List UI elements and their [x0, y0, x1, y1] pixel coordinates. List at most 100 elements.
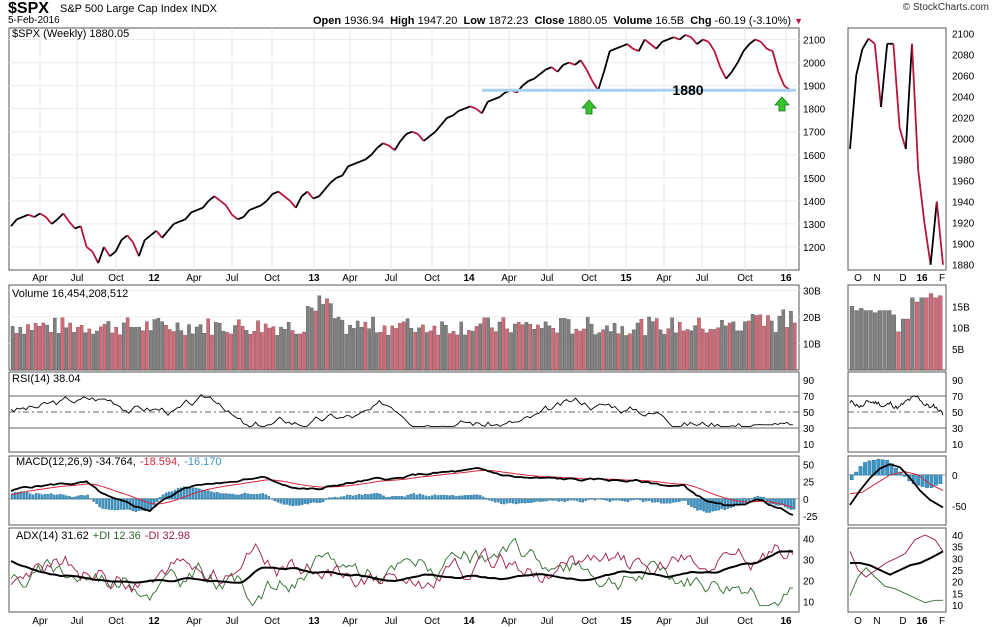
price-segment [539, 68, 547, 75]
macd-histogram-bar [593, 498, 597, 501]
x-axis-bottom-tick: Oct [581, 616, 597, 627]
price-segment [423, 135, 431, 142]
macd-histogram-bar [397, 495, 400, 500]
macd-histogram-bar [182, 486, 186, 500]
price-segment [719, 66, 727, 80]
macd-histogram-bar [216, 492, 219, 500]
volume-bar [10, 326, 15, 371]
macd-histogram-bar [533, 498, 536, 503]
macd-histogram-bar [424, 495, 427, 500]
macd-histogram-bar [22, 491, 26, 500]
change-label: Chg [690, 15, 712, 27]
volume-bar [233, 325, 237, 371]
price-segment [324, 181, 332, 190]
x-axis-bottom-tick: Apr [501, 616, 517, 627]
macd-histogram-bar [213, 492, 216, 500]
macd-histogram-bar [714, 498, 717, 511]
price-segment [91, 251, 100, 264]
macd-histogram-bar [279, 498, 283, 504]
x-axis-bottom-tick: Apr [186, 616, 202, 627]
volume-bar [225, 332, 230, 371]
daily-price-segment [861, 38, 870, 50]
volume-bar [697, 317, 701, 371]
macd-histogram-bar [696, 498, 699, 511]
macd-histogram-bar [496, 498, 500, 503]
exchange-label: INDX [190, 3, 217, 15]
daily-price-tick: 1980 [952, 156, 975, 167]
volume-bar [662, 334, 667, 371]
price-segment [446, 114, 454, 119]
volume-bar [417, 327, 421, 371]
price-segment [615, 45, 622, 50]
price-segment [370, 147, 378, 156]
macd-histogram-bar [499, 498, 503, 504]
price-segment [702, 38, 709, 43]
macd-histogram-bar [430, 495, 434, 500]
macd-histogram-bar [364, 494, 367, 500]
macd-histogram-bar [457, 495, 461, 500]
stockcharts-credit[interactable]: © StockCharts.com [902, 2, 989, 13]
x-axis-bottom-tick: Apr [342, 616, 358, 627]
daily-rsi-line [849, 395, 944, 416]
daily-x-tick: N [873, 616, 880, 627]
x-axis-top-tick: Jul [226, 273, 239, 284]
quote-date: 5-Feb-2016 [8, 15, 60, 26]
price-panel-label: $SPX (Weekly) 1880.05 [12, 28, 129, 40]
macd-histogram-bar [385, 497, 388, 500]
volume-bar [635, 322, 640, 371]
volume-bar [766, 315, 770, 371]
macd-histogram-bar [116, 498, 120, 511]
volume-bar [513, 323, 517, 371]
macd-histogram-bar [484, 497, 488, 500]
macd-histogram-bar [518, 498, 521, 504]
price-segment [353, 160, 361, 165]
daily-volume-bar [849, 306, 855, 371]
volume-bar [221, 331, 226, 371]
volume-bar [371, 316, 375, 371]
x-axis-top-tick: 12 [148, 273, 160, 284]
macd-histogram-bar [71, 497, 74, 500]
volume-bar [605, 325, 609, 371]
macd-histogram-bar [28, 493, 32, 500]
daily-adx-line [850, 550, 944, 576]
price-segment [16, 216, 23, 221]
volume-bar [390, 325, 394, 371]
daily-volume-bar [868, 310, 873, 371]
x-axis-bottom-tick: 15 [620, 616, 632, 627]
daily-macd-histogram-bar [863, 462, 867, 476]
price-segment [184, 211, 192, 220]
macd-histogram-bar [104, 498, 107, 510]
macd-histogram-bar [352, 495, 355, 500]
daily-x-tick: D [899, 273, 906, 284]
macd-histogram-bar [38, 493, 41, 500]
volume-bar [256, 320, 260, 371]
volume-bar [658, 329, 663, 371]
macd-histogram-bar [255, 494, 258, 500]
volume-bar [708, 329, 713, 371]
macd-histogram-bar [327, 497, 331, 500]
price-tick: 2100 [803, 36, 826, 47]
volume-bar [125, 317, 130, 371]
price-segment [469, 105, 477, 110]
volume-bar [133, 327, 138, 371]
price-segment [219, 200, 227, 207]
volume-bar [217, 323, 222, 371]
macd-histogram-bar [506, 498, 509, 504]
price-segment [736, 50, 745, 63]
volume-bar [394, 328, 398, 371]
volume-bar [781, 309, 786, 371]
daily-volume-bar [928, 293, 934, 371]
macd-histogram-bar [19, 491, 23, 500]
price-segment [731, 62, 739, 73]
daily-price-segment [868, 37, 876, 45]
volume-bar [413, 332, 417, 371]
macd-histogram-bar [759, 496, 763, 500]
macd-histogram-bar [656, 498, 660, 503]
macd-histogram-bar [225, 493, 228, 500]
daily-price-tick: 2060 [952, 71, 975, 82]
daily-macd-line [849, 463, 944, 509]
price-segment [777, 71, 786, 86]
x-axis-top-tick: Apr [342, 273, 358, 284]
macd-histogram-bar [50, 493, 53, 500]
macd-histogram-bar [502, 498, 506, 505]
